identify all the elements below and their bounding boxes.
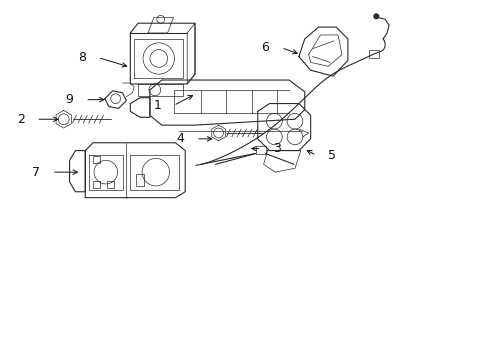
Bar [369,50,379,58]
Bar [136,174,144,186]
Text: 9: 9 [66,93,74,106]
Bar [93,157,100,163]
Text: 6: 6 [262,41,270,54]
Bar [93,181,100,188]
Text: 7: 7 [32,166,40,179]
Text: 3: 3 [273,142,281,155]
Text: 1: 1 [154,99,162,112]
Bar [107,181,114,188]
Text: 2: 2 [17,113,24,126]
Bar [256,146,266,153]
Text: 5: 5 [328,149,336,162]
Circle shape [374,14,379,19]
Text: 4: 4 [176,132,184,145]
Text: 8: 8 [78,51,86,64]
